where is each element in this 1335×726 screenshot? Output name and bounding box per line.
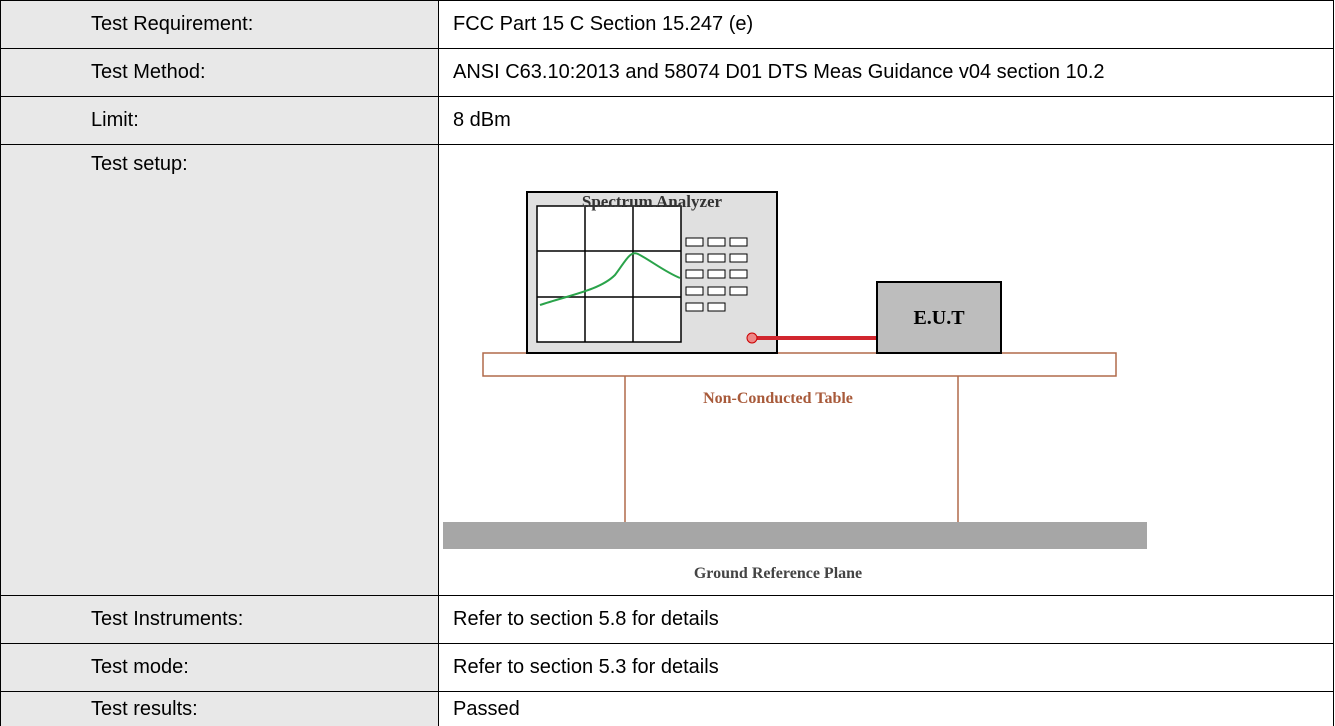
analyzer-screen [536,205,682,343]
row-value: FCC Part 15 C Section 15.247 (e) [438,0,1334,49]
table-label: Non-Conducted Table [703,390,853,407]
row-label: Limit: [0,96,439,145]
row-label: Test results: [0,691,439,726]
table-row: Test results: Passed [0,691,1334,726]
analyzer-label: Spectrum Analyzer [582,192,723,211]
row-label: Test mode: [0,643,439,692]
analyzer-buttons [685,237,748,312]
row-label: Test Method: [0,48,439,97]
row-value: ANSI C63.10:2013 and 58074 D01 DTS Meas … [438,48,1334,97]
row-value: Refer to section 5.3 for details [438,643,1334,692]
connector [746,332,758,344]
table-row: Test Requirement: FCC Part 15 C Section 1… [0,0,1334,49]
screen-grid [537,206,681,342]
row-label: Test Requirement: [0,0,439,49]
table-top [482,352,1117,377]
row-label: Test setup: [0,144,439,596]
table-row: Test Instruments: Refer to section 5.8 fo… [0,595,1334,644]
table-row: Test mode: Refer to section 5.3 for detai… [0,643,1334,692]
table-row: Limit: 8 dBm [0,96,1334,145]
table-row: Test Method: ANSI C63.10:2013 and 58074 D… [0,48,1334,97]
row-value: 8 dBm [438,96,1334,145]
eut-box [876,281,1002,354]
spectrum-trace [539,252,681,306]
row-label: Test Instruments: [0,595,439,644]
eut-label: E.U.T [913,307,965,329]
ground-label: Ground Reference Plane [694,565,862,582]
ground-plane [443,522,1147,549]
